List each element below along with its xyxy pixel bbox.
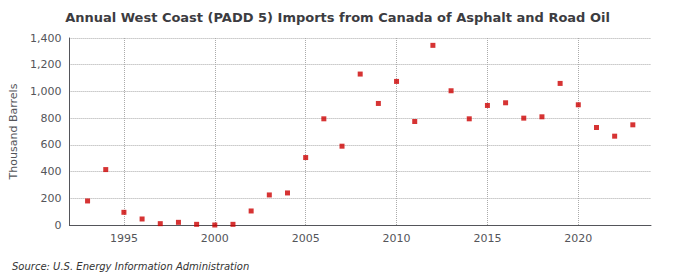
svg-text:2000: 2000 — [201, 232, 229, 245]
svg-text:800: 800 — [40, 112, 61, 125]
svg-text:1995: 1995 — [110, 232, 138, 245]
svg-text:0: 0 — [54, 219, 61, 232]
svg-text:Source: U.S. Energy Informatio: Source: U.S. Energy Information Administ… — [12, 261, 249, 272]
svg-text:2020: 2020 — [564, 232, 592, 245]
svg-text:200: 200 — [40, 192, 61, 205]
svg-text:2015: 2015 — [473, 232, 501, 245]
svg-text:Thousand Barrels: Thousand Barrels — [7, 83, 20, 180]
svg-text:600: 600 — [40, 138, 61, 151]
svg-text:1,200: 1,200 — [30, 58, 62, 71]
svg-text:400: 400 — [40, 165, 61, 178]
svg-text:1,400: 1,400 — [30, 32, 62, 45]
svg-text:2005: 2005 — [292, 232, 320, 245]
svg-text:Annual West Coast (PADD 5) Imp: Annual West Coast (PADD 5) Imports from … — [65, 10, 610, 25]
svg-text:1,000: 1,000 — [30, 85, 62, 98]
svg-text:2010: 2010 — [383, 232, 411, 245]
